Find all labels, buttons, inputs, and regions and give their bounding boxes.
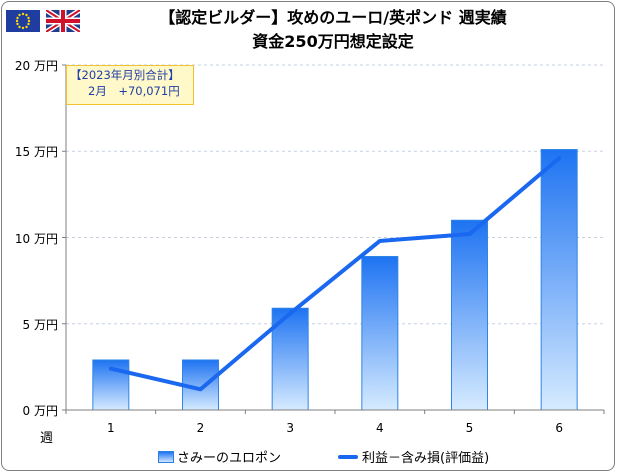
line-point-week-1	[110, 368, 112, 370]
line-point-week-2	[200, 388, 201, 390]
line-point-week-4	[379, 240, 381, 242]
y-tick-label: 0 万円	[22, 404, 58, 418]
chart-subtitle: 資金250万円想定設定	[252, 32, 414, 51]
x-tick-label: 1	[107, 421, 115, 435]
x-tick-label: 4	[376, 421, 384, 435]
line-point-week-3	[289, 312, 291, 314]
monthly-total-annotation: 【2023年月別合計】 2月 +70,071円	[66, 65, 194, 105]
eu-flag-icon	[6, 10, 40, 32]
bar-week-5	[451, 219, 488, 411]
line-point-week-5	[469, 233, 470, 235]
y-tick-label: 15 万円	[14, 145, 58, 160]
legend-line-label: 利益－含み損(評価益)	[362, 451, 490, 466]
bar-week-6	[540, 149, 578, 411]
line-series-profit	[108, 156, 562, 392]
line-point-week-6	[558, 157, 560, 159]
legend-item-bar: さみーのユロポン	[158, 447, 281, 466]
y-tick-label: 20 万円	[14, 59, 58, 73]
x-tick-label: 2	[196, 421, 205, 435]
chart-title: 【認定ビルダー】攻めのユーロ/英ポンド 週実績	[159, 8, 507, 27]
uk-flag-icon	[46, 10, 80, 32]
y-tick-label: 5 万円	[22, 317, 58, 332]
legend-bar-label: さみーのユロポン	[177, 451, 282, 466]
x-tick-label: 5	[465, 421, 474, 435]
y-tick-label: 10 万円	[14, 231, 58, 246]
annotation-title: 【2023年月別合計】	[70, 68, 180, 82]
legend-bar-swatch	[158, 450, 174, 463]
x-tick-label: 6	[555, 421, 563, 435]
chart-title-block: 【認定ビルダー】攻めのユーロ/英ポンド 週実績 資金250万円想定設定	[88, 6, 578, 54]
x-axis-unit-label: 週	[40, 431, 54, 446]
bar-week-4	[361, 255, 399, 411]
x-tick-label: 3	[286, 421, 294, 435]
legend-line-swatch	[338, 454, 358, 459]
legend-item-line: 利益－含み損(評価益)	[338, 447, 489, 466]
annotation-value: 2月 +70,071円	[88, 84, 180, 98]
